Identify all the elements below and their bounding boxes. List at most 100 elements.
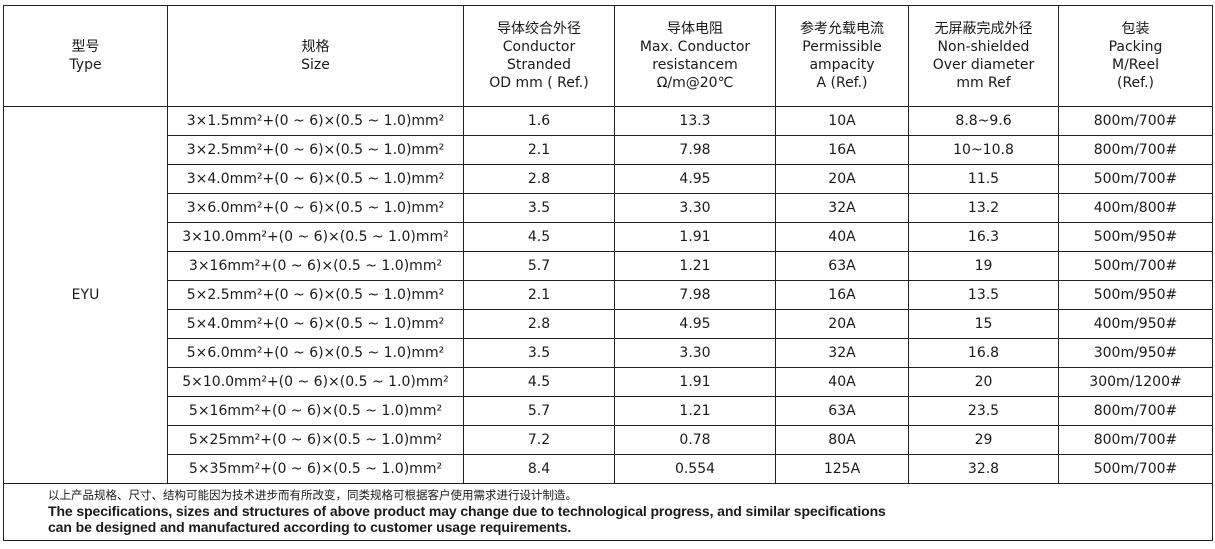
type-cell: EYU xyxy=(3,106,168,484)
table-cell: 5×6.0mm²+(0 ~ 6)×(0.5 ~ 1.0)mm² xyxy=(167,338,464,368)
table-cell: 800m/700# xyxy=(1058,106,1213,136)
table-cell: 16.3 xyxy=(908,222,1059,252)
table-cell: 5×25mm²+(0 ~ 6)×(0.5 ~ 1.0)mm² xyxy=(167,425,464,455)
table-cell: 0.78 xyxy=(614,425,776,455)
table-cell: 4.95 xyxy=(614,309,776,339)
header-en: OD mm ( Ref.) xyxy=(489,75,589,91)
header-en: Conductor xyxy=(502,39,576,55)
table-cell: 10A xyxy=(775,106,909,136)
header-en: Type xyxy=(69,57,102,73)
note-english: can be designed and manufactured accordi… xyxy=(48,519,572,535)
table-cell: 3×6.0mm²+(0 ~ 6)×(0.5 ~ 1.0)mm² xyxy=(167,193,464,223)
table-row: 5×35mm²+(0 ~ 6)×(0.5 ~ 1.0)mm² 8.4 0.554 12… xyxy=(4,454,1213,484)
table-cell: 29 xyxy=(908,425,1059,455)
column-header: 规格 Size xyxy=(167,5,464,107)
header-cn: 包装 xyxy=(1121,21,1150,37)
column-header: 无屏蔽完成外径 Non-shielded Over diameter mm Ref xyxy=(908,5,1059,107)
table-cell: 400m/800# xyxy=(1058,193,1213,223)
table-cell: 5×35mm²+(0 ~ 6)×(0.5 ~ 1.0)mm² xyxy=(167,454,464,484)
table-cell: 3×2.5mm²+(0 ~ 6)×(0.5 ~ 1.0)mm² xyxy=(167,135,464,165)
table-cell: 5×10.0mm²+(0 ~ 6)×(0.5 ~ 1.0)mm² xyxy=(167,367,464,397)
column-header: 型号 Type xyxy=(3,5,168,107)
table-cell: 400m/950# xyxy=(1058,309,1213,339)
note-row: 以上产品规格、尺寸、结构可能因为技术进步而有所改变，同类规格可根据客户使用需求进… xyxy=(3,483,1213,541)
table-cell: 40A xyxy=(775,367,909,397)
table-cell: 300m/1200# xyxy=(1058,367,1213,397)
table-cell: 23.5 xyxy=(908,396,1059,426)
table-cell: 1.91 xyxy=(614,367,776,397)
spec-table: 型号 Type 规格 Size 导体绞合外径 Conductor Stranded OD mm… xyxy=(3,5,1213,541)
table-cell: 3×4.0mm²+(0 ~ 6)×(0.5 ~ 1.0)mm² xyxy=(167,164,464,194)
table-cell: 4.5 xyxy=(463,367,615,397)
header-en: Size xyxy=(301,57,330,73)
table-cell: 3×1.5mm²+(0 ~ 6)×(0.5 ~ 1.0)mm² xyxy=(167,106,464,136)
header-en: (Ref.) xyxy=(1117,75,1154,91)
table-cell: 800m/700# xyxy=(1058,425,1213,455)
table-cell: 500m/950# xyxy=(1058,280,1213,310)
table-cell: 2.8 xyxy=(463,309,615,339)
header-en: A (Ref.) xyxy=(816,75,868,91)
table-row: 5×25mm²+(0 ~ 6)×(0.5 ~ 1.0)mm² 7.2 0.78 80A… xyxy=(4,425,1213,455)
table-cell: 16.8 xyxy=(908,338,1059,368)
table-cell: 40A xyxy=(775,222,909,252)
table-cell: 500m/700# xyxy=(1058,164,1213,194)
header-en: Over diameter xyxy=(932,57,1035,73)
header-en: ampacity xyxy=(809,57,875,73)
header-row: 型号 Type 规格 Size 导体绞合外径 Conductor Stranded OD mm… xyxy=(3,5,1213,107)
table-cell: 63A xyxy=(775,396,909,426)
table-cell: 7.98 xyxy=(614,280,776,310)
table-cell: 4.5 xyxy=(463,222,615,252)
header-cn: 导体绞合外径 xyxy=(497,21,581,37)
table-cell: 1.91 xyxy=(614,222,776,252)
table-cell: 80A xyxy=(775,425,909,455)
header-en: Stranded xyxy=(507,57,571,73)
column-header: 参考允载电流 Permissible ampacity A (Ref.) xyxy=(775,5,909,107)
header-cn: 无屏蔽完成外径 xyxy=(934,21,1033,37)
table-cell: 5×16mm²+(0 ~ 6)×(0.5 ~ 1.0)mm² xyxy=(167,396,464,426)
table-row: 5×2.5mm²+(0 ~ 6)×(0.5 ~ 1.0)mm² 2.1 7.98 16… xyxy=(4,280,1213,310)
table-cell: 2.1 xyxy=(463,280,615,310)
table-cell: 2.8 xyxy=(463,164,615,194)
table-cell: 20A xyxy=(775,309,909,339)
header-cn: 型号 xyxy=(71,39,100,55)
table-cell: 3.30 xyxy=(614,193,776,223)
header-en: M/Reel xyxy=(1111,57,1159,73)
note-cell: 以上产品规格、尺寸、结构可能因为技术进步而有所改变，同类规格可根据客户使用需求进… xyxy=(3,483,1213,541)
table-cell: 13.5 xyxy=(908,280,1059,310)
table-cell: 15 xyxy=(908,309,1059,339)
table-cell: 16A xyxy=(775,280,909,310)
table-row: 5×4.0mm²+(0 ~ 6)×(0.5 ~ 1.0)mm² 2.8 4.95 20… xyxy=(4,309,1213,339)
table-cell: 19 xyxy=(908,251,1059,281)
table-cell: 800m/700# xyxy=(1058,135,1213,165)
table-cell: 8.8~9.6 xyxy=(908,106,1059,136)
table-cell: 125A xyxy=(775,454,909,484)
table-cell: 20 xyxy=(908,367,1059,397)
column-header: 导体电阻 Max. Conductor resistancem Ω/m@20℃ xyxy=(614,5,776,107)
table-cell: 1.21 xyxy=(614,396,776,426)
table-cell: 20A xyxy=(775,164,909,194)
table-cell: 32.8 xyxy=(908,454,1059,484)
table-cell: 3.5 xyxy=(463,193,615,223)
table-cell: 32A xyxy=(775,338,909,368)
table-row: 3×10.0mm²+(0 ~ 6)×(0.5 ~ 1.0)mm² 4.5 1.91 4… xyxy=(4,222,1213,252)
header-en: mm Ref xyxy=(956,75,1011,91)
table-cell: 13.2 xyxy=(908,193,1059,223)
table-cell: 3.30 xyxy=(614,338,776,368)
table-cell: 13.3 xyxy=(614,106,776,136)
table-row: 3×2.5mm²+(0 ~ 6)×(0.5 ~ 1.0)mm² 2.1 7.98 16… xyxy=(4,135,1213,165)
header-cn: 参考允载电流 xyxy=(800,21,884,37)
table-cell: 63A xyxy=(775,251,909,281)
table-cell: 500m/700# xyxy=(1058,251,1213,281)
table-cell: 5×4.0mm²+(0 ~ 6)×(0.5 ~ 1.0)mm² xyxy=(167,309,464,339)
table-row: 3×6.0mm²+(0 ~ 6)×(0.5 ~ 1.0)mm² 3.5 3.30 32… xyxy=(4,193,1213,223)
note-chinese: 以上产品规格、尺寸、结构可能因为技术进步而有所改变，同类规格可根据客户使用需求进… xyxy=(48,488,577,502)
header-cn: 规格 xyxy=(301,39,330,55)
header-en: Permissible xyxy=(802,39,882,55)
table-cell: 5.7 xyxy=(463,396,615,426)
table-cell: 1.21 xyxy=(614,251,776,281)
table-cell: 3.5 xyxy=(463,338,615,368)
table-cell: 16A xyxy=(775,135,909,165)
table-cell: 10~10.8 xyxy=(908,135,1059,165)
table-cell: 3×10.0mm²+(0 ~ 6)×(0.5 ~ 1.0)mm² xyxy=(167,222,464,252)
table-cell: 2.1 xyxy=(463,135,615,165)
